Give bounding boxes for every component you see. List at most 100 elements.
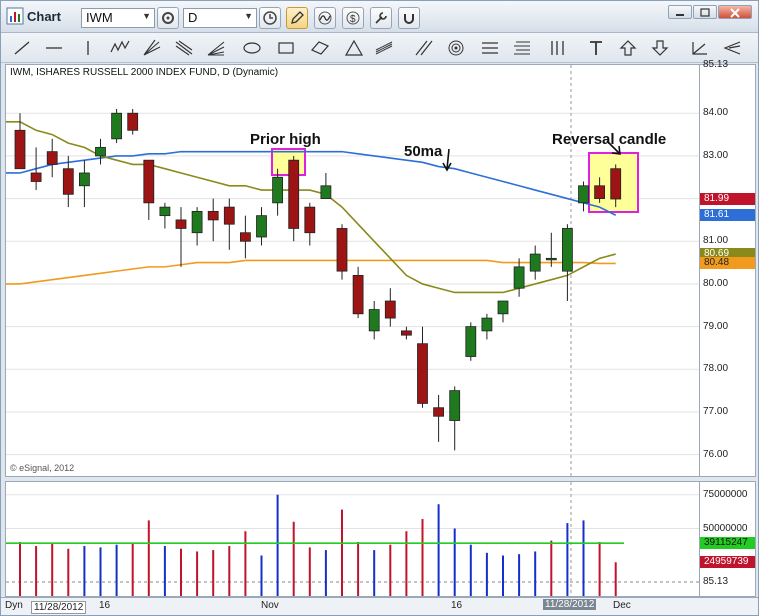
candle-body <box>223 206 235 225</box>
elliott-wave-icon[interactable] <box>109 38 131 58</box>
candle <box>304 202 316 246</box>
candle <box>594 177 605 203</box>
circles-icon[interactable] <box>445 38 467 58</box>
volume-tick-label: 50000000 <box>703 522 748 534</box>
candle-body <box>368 309 380 332</box>
candle-body <box>594 185 605 199</box>
pitchfork-icon[interactable] <box>141 38 163 58</box>
arrow-line-icon[interactable] <box>689 38 711 58</box>
ellipse-icon[interactable] <box>241 38 263 58</box>
svg-text:$: $ <box>350 14 356 25</box>
candle-body <box>79 172 90 187</box>
draw-tool-button[interactable] <box>286 7 308 29</box>
time-cycles-icon[interactable] <box>547 38 569 58</box>
speed-lines-icon[interactable] <box>721 38 743 58</box>
candle-body <box>62 168 74 195</box>
candle <box>143 159 155 220</box>
price-tick-label: 76.00 <box>703 448 729 460</box>
dollar-icon: $ <box>346 11 360 25</box>
price-chart-canvas[interactable] <box>6 65 699 476</box>
tools-button[interactable] <box>370 7 392 29</box>
candle-body <box>578 185 589 204</box>
rectangle-icon[interactable] <box>275 38 297 58</box>
candle <box>207 198 219 242</box>
time-label-nov: Nov <box>261 600 279 611</box>
symbol-link-button[interactable] <box>157 7 179 29</box>
candle-body <box>497 300 509 315</box>
parallel-lines-icon[interactable] <box>413 38 435 58</box>
gann-fan-icon[interactable] <box>173 38 195 58</box>
channel-icon[interactable] <box>373 38 395 58</box>
horizontal-line-icon[interactable] <box>43 38 65 58</box>
time-label-16-oct: 16 <box>99 600 111 611</box>
candle-body <box>562 228 573 272</box>
interval-input[interactable]: D ▼ <box>183 8 257 28</box>
volume-chart-canvas[interactable] <box>6 482 699 596</box>
candle-body <box>14 129 26 170</box>
candle-body <box>545 257 557 261</box>
candle <box>320 172 332 199</box>
price-tick-label: 77.00 <box>703 405 729 417</box>
candle <box>46 138 58 178</box>
volume-pane[interactable] <box>5 481 700 597</box>
minimize-button[interactable] <box>668 5 692 19</box>
candle <box>578 181 589 212</box>
candle-body <box>481 317 493 332</box>
fibonacci-extension-icon[interactable] <box>511 38 533 58</box>
copyright-label: © eSignal, 2012 <box>10 463 75 473</box>
text-icon[interactable] <box>585 38 607 58</box>
currency-button[interactable]: $ <box>342 7 364 29</box>
candle <box>30 147 42 191</box>
price-axis[interactable]: 85.13 84.00 83.00 81.00 80.00 79.00 78.00 77.00… <box>700 59 756 477</box>
candle-body <box>239 232 251 242</box>
arrow-down-icon[interactable] <box>649 38 671 58</box>
gear-icon <box>162 12 174 24</box>
time-axis[interactable]: Dyn 11/28/2012 16 Nov 16 11/28/2012 Dec <box>1 597 758 615</box>
candle <box>95 138 106 165</box>
candle <box>272 168 284 216</box>
candle <box>14 113 26 170</box>
candle-body <box>320 185 332 199</box>
symbol-input[interactable]: IWM ▼ <box>81 8 155 28</box>
vertical-line-icon[interactable] <box>77 38 99 58</box>
candle <box>223 198 235 250</box>
fan-lines-icon[interactable] <box>205 38 227 58</box>
fibonacci-retracement-icon[interactable] <box>479 38 501 58</box>
study-button[interactable] <box>314 7 336 29</box>
cursor-date-label: 11/28/2012 <box>543 599 597 610</box>
candle-body <box>46 151 58 165</box>
title-bar: Chart IWM ▼ D ▼ $ <box>1 1 758 33</box>
volume-bottom-label: 85.13 <box>703 576 729 587</box>
candle <box>545 232 557 267</box>
candle <box>433 394 445 442</box>
ma-50-line <box>6 150 617 216</box>
chevron-down-icon[interactable]: ▼ <box>142 11 151 21</box>
candle-body <box>95 146 106 157</box>
candle <box>127 108 139 135</box>
volume-axis[interactable]: 75000000 50000000 39115247 24959739 85.13 <box>700 481 756 597</box>
annotation-prior-high: Prior high <box>250 131 321 148</box>
candle-body <box>159 206 171 217</box>
time-template-button[interactable] <box>259 7 281 29</box>
chevron-down-icon[interactable]: ▼ <box>244 11 253 21</box>
ma-long-line <box>6 259 616 285</box>
triangle-icon[interactable] <box>343 38 365 58</box>
candle-body <box>384 300 396 319</box>
ma-short-line <box>6 120 616 294</box>
candle <box>529 245 541 280</box>
minimize-icon <box>676 14 684 16</box>
price-chart-pane[interactable]: IWM, ISHARES RUSSELL 2000 INDEX FUND, D … <box>5 64 700 477</box>
close-button[interactable] <box>718 5 752 19</box>
maximize-button[interactable] <box>693 5 717 19</box>
candle-body <box>30 172 42 182</box>
arrow-up-icon[interactable] <box>617 38 639 58</box>
candle-body <box>191 210 203 234</box>
candle <box>239 215 251 259</box>
candle <box>562 224 573 302</box>
candle <box>111 108 122 144</box>
trendline-icon[interactable] <box>11 38 33 58</box>
magnet-button[interactable] <box>398 7 420 29</box>
price-tick-label: 79.00 <box>703 320 729 332</box>
diamond-icon[interactable] <box>309 38 331 58</box>
